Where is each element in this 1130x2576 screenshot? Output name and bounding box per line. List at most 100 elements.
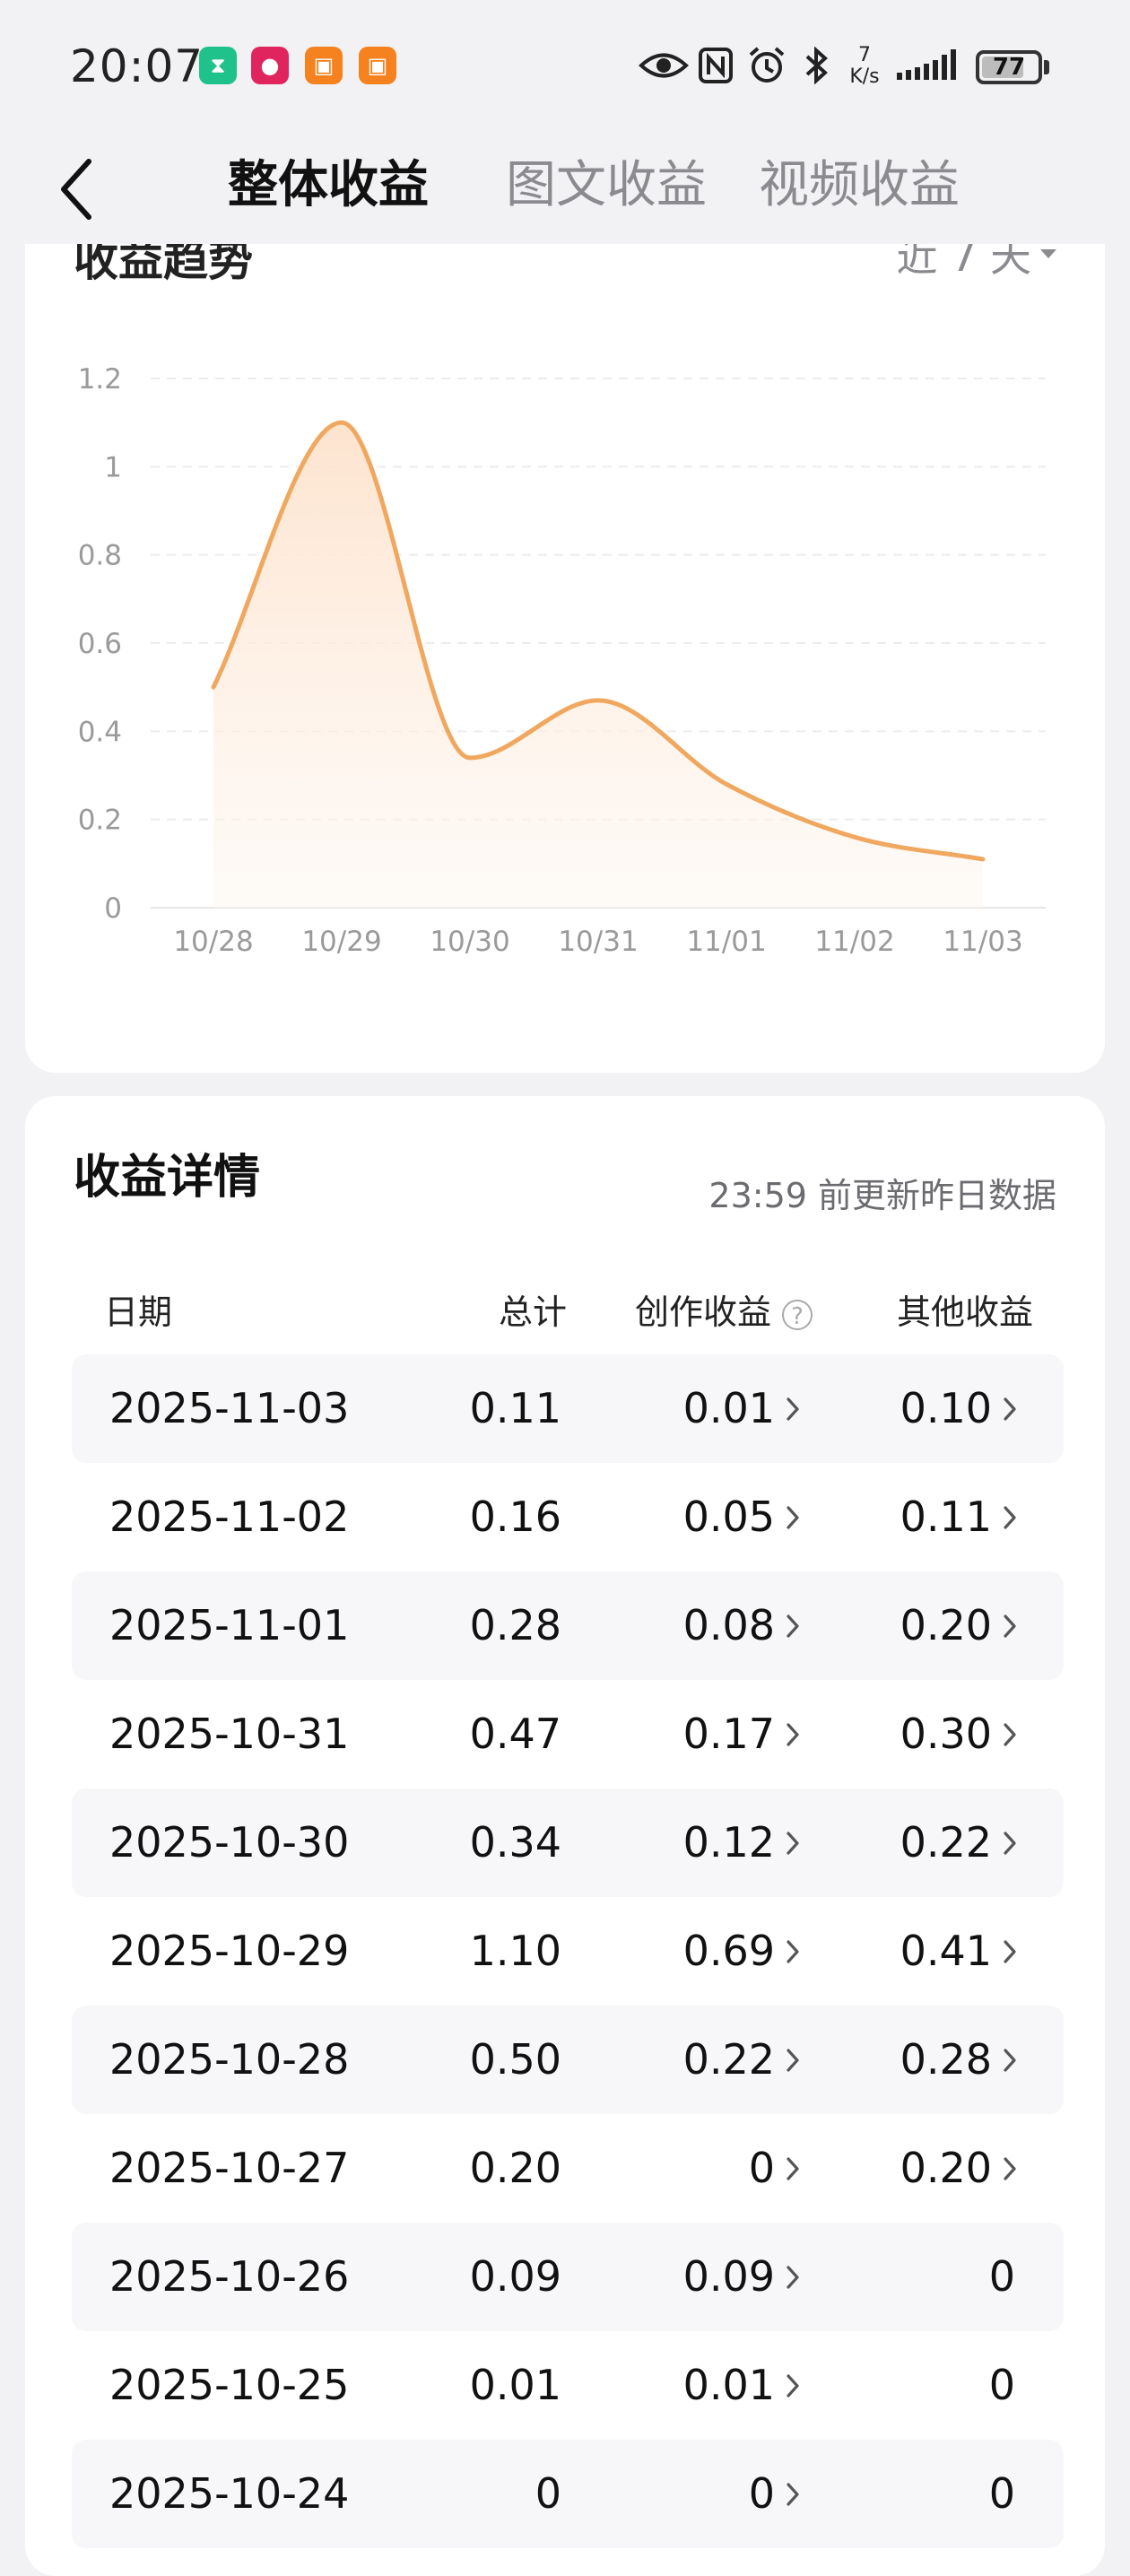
row-date: 2025-10-26 <box>109 2223 349 2331</box>
row-date: 2025-10-28 <box>109 2006 349 2114</box>
tab-video-earnings[interactable]: 视频收益 <box>759 145 960 226</box>
toutiao-app-icon: ▣ <box>305 47 343 84</box>
row-other: 0 <box>989 2440 1015 2548</box>
row-other-link[interactable]: 0.28 <box>900 2006 1019 2114</box>
x-tick-label: 10/29 <box>301 926 381 958</box>
tab-article-earnings[interactable]: 图文收益 <box>506 145 707 226</box>
row-total: 0.20 <box>470 2114 561 2223</box>
row-other-link[interactable]: 0.41 <box>900 1897 1019 2006</box>
chevron-left-icon <box>56 158 96 221</box>
row-creation-link[interactable]: 0 <box>749 2440 802 2548</box>
row-date: 2025-10-29 <box>109 1897 349 2006</box>
row-other: 0 <box>989 2223 1015 2331</box>
row-total: 1.10 <box>470 1897 561 2006</box>
net-speed-value: 7 <box>841 45 888 66</box>
row-other-link[interactable]: 0.30 <box>900 1680 1019 1788</box>
row-total: 0.34 <box>470 1788 561 1897</box>
eye-icon <box>639 43 689 88</box>
row-creation-value: 0.05 <box>683 1463 775 1571</box>
x-tick-label: 10/30 <box>430 926 509 958</box>
help-icon[interactable]: ? <box>782 1300 813 1330</box>
row-date: 2025-11-01 <box>109 1571 349 1680</box>
row-other-link[interactable]: 0.10 <box>900 1354 1019 1463</box>
row-creation-value: 0 <box>749 2440 775 2548</box>
table-row: 2025-10-30 0.34 0.12 0.22 <box>72 1788 1064 1897</box>
row-other-value: 0.41 <box>900 1897 992 2006</box>
row-creation-value: 0.01 <box>683 2331 775 2440</box>
y-tick-label: 0.2 <box>78 805 122 837</box>
net-speed: 7 K/s <box>841 45 888 88</box>
row-date: 2025-10-25 <box>109 2331 349 2440</box>
column-header-creation: 创作收益? <box>635 1284 813 1334</box>
row-other-link[interactable]: 0.20 <box>900 2114 1019 2223</box>
table-row: 2025-10-26 0.09 0.09 0 <box>72 2223 1064 2331</box>
row-creation-link[interactable]: 0.01 <box>683 2331 802 2440</box>
chevron-right-icon <box>784 1396 802 1423</box>
row-creation-link[interactable]: 0.05 <box>683 1463 802 1571</box>
battery-level: 77 <box>993 54 1025 81</box>
alarm-icon <box>746 43 787 88</box>
hourglass-app-icon: ⧗ <box>199 47 237 84</box>
row-other-value: 0.10 <box>900 1354 992 1463</box>
chevron-right-icon <box>1001 1830 1019 1857</box>
row-total: 0.28 <box>470 1571 561 1680</box>
row-date: 2025-10-30 <box>109 1788 349 1897</box>
tab-overall-earnings[interactable]: 整体收益 <box>228 145 429 226</box>
back-button[interactable] <box>45 158 108 221</box>
row-creation-link[interactable]: 0.08 <box>683 1571 802 1680</box>
row-other-value: 0.11 <box>900 1463 992 1571</box>
row-creation-link[interactable]: 0.69 <box>683 1897 802 2006</box>
row-creation-link[interactable]: 0.12 <box>683 1788 802 1897</box>
detail-title: 收益详情 <box>74 1139 260 1206</box>
chevron-right-icon <box>1001 2047 1019 2074</box>
chevron-right-icon <box>1001 1504 1019 1531</box>
row-date: 2025-10-27 <box>109 2114 349 2223</box>
earnings-detail-card: 收益详情 23:59 前更新昨日数据 日期 总计 创作收益? 其他收益 2025… <box>25 1096 1105 2576</box>
x-tick-label: 11/01 <box>686 926 766 958</box>
chevron-right-icon <box>784 1504 802 1531</box>
row-creation-link[interactable]: 0.22 <box>683 2006 802 2114</box>
row-other-link[interactable]: 0.22 <box>900 1788 1019 1897</box>
row-creation-value: 0.69 <box>683 1897 775 2006</box>
row-creation-value: 0.17 <box>683 1680 775 1788</box>
chevron-right-icon <box>784 2264 802 2291</box>
row-creation-link[interactable]: 0.01 <box>683 1354 802 1463</box>
nfc-icon <box>698 43 734 88</box>
row-creation-value: 0 <box>749 2114 775 2223</box>
table-row: 2025-11-03 0.11 0.01 0.10 <box>72 1354 1064 1463</box>
bluetooth-icon <box>800 43 832 88</box>
row-total: 0.11 <box>470 1354 561 1463</box>
row-date: 2025-11-03 <box>109 1354 349 1463</box>
table-row: 2025-11-01 0.28 0.08 0.20 <box>72 1571 1064 1680</box>
row-creation-value: 0.12 <box>683 1788 775 1897</box>
row-creation-value: 0.01 <box>683 1354 775 1463</box>
y-tick-label: 1 <box>104 451 122 483</box>
chevron-right-icon <box>784 2372 802 2399</box>
column-header-other: 其他收益 <box>897 1284 1033 1334</box>
row-other: 0 <box>989 2331 1015 2440</box>
row-total: 0.47 <box>470 1680 561 1788</box>
status-time: 20:07 <box>70 39 204 93</box>
row-other-link[interactable]: 0.20 <box>900 1571 1019 1680</box>
row-total: 0.09 <box>470 2223 561 2331</box>
toutiao-app-icon: ▣ <box>359 47 396 84</box>
row-creation-link[interactable]: 0.09 <box>683 2223 802 2331</box>
battery-tip <box>1044 60 1049 74</box>
chevron-right-icon <box>784 2481 802 2508</box>
y-tick-label: 0.6 <box>78 628 122 660</box>
row-other-value: 0.30 <box>900 1680 992 1788</box>
signal-icon <box>895 43 963 88</box>
chevron-right-icon <box>784 2155 802 2182</box>
row-creation-link[interactable]: 0.17 <box>683 1680 802 1788</box>
row-other-link[interactable]: 0.11 <box>900 1463 1019 1571</box>
chevron-right-icon <box>1001 1938 1019 1965</box>
row-other-value: 0 <box>989 2331 1015 2440</box>
row-creation-link[interactable]: 0 <box>749 2114 802 2223</box>
table-row: 2025-10-29 1.10 0.69 0.41 <box>72 1897 1064 2006</box>
row-other-value: 0.20 <box>900 1571 992 1680</box>
